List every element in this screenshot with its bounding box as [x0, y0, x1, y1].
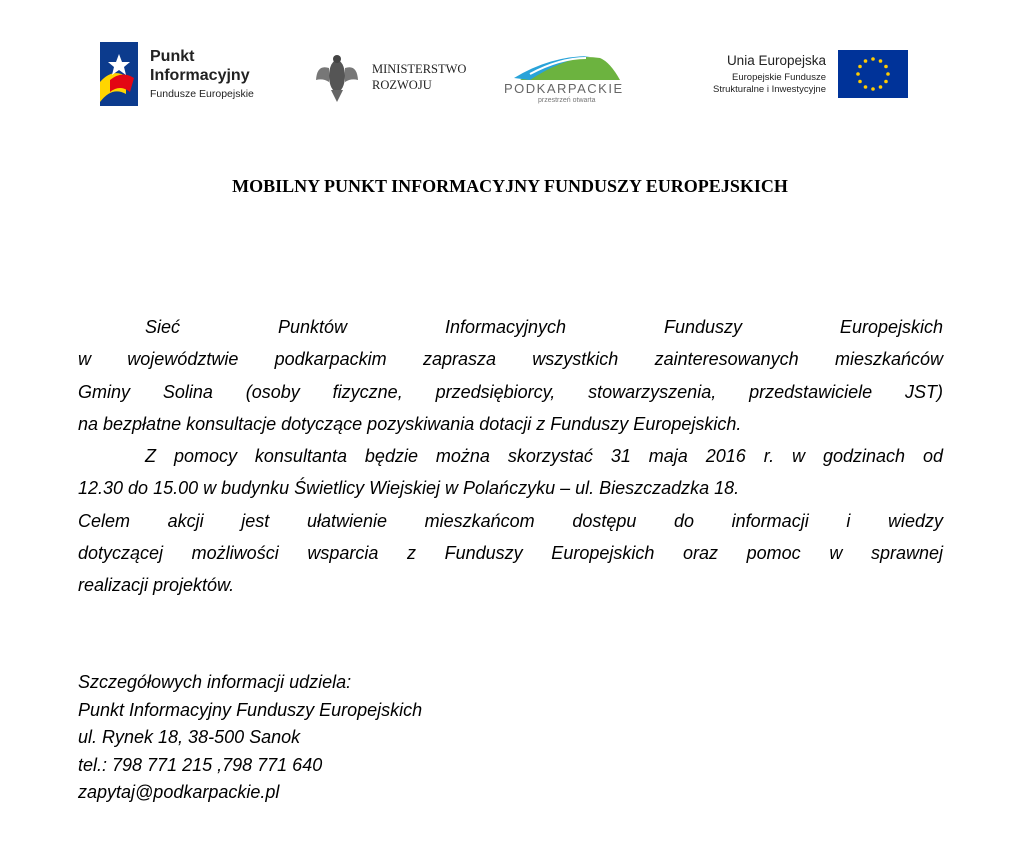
eu-star	[884, 64, 888, 69]
podkarpackie-hills-icon	[514, 56, 620, 80]
ue-line3: Strukturalne i Inwestycyjne	[713, 84, 826, 95]
eu-star	[863, 85, 868, 89]
body-line: 12.30 do 15.00 w budynku Świetlicy Wiejs…	[78, 478, 740, 499]
eagle-emblem-icon	[316, 55, 358, 102]
body-line: Celem akcji jest ułatwienie mieszkańcom …	[78, 510, 943, 531]
eu-star	[884, 79, 888, 84]
podkarpackie-name: PODKARPACKIE	[504, 81, 624, 96]
eu-star	[886, 72, 890, 76]
logo-unia-europejska: Unia Europejska Europejskie Fundusze Str…	[680, 50, 910, 100]
eu-star	[871, 57, 875, 61]
ue-line2: Europejskie Fundusze	[732, 72, 826, 83]
contact-email[interactable]: zapytaj@podkarpackie.pl	[78, 782, 280, 802]
logo-podkarpackie: PODKARPACKIE przestrzeń otwarta	[500, 52, 640, 106]
eu-star	[858, 79, 862, 84]
punkt-line1: Punkt	[150, 48, 195, 65]
eu-flag-icon	[838, 50, 908, 98]
eu-star	[858, 64, 862, 69]
body-line: realizacji projektów.	[78, 575, 235, 596]
podkarpackie-tagline: przestrzeń otwarta	[538, 97, 596, 104]
body-line: Gminy Solina (osoby fizyczne, przedsiębi…	[78, 381, 943, 402]
eu-star	[856, 72, 860, 76]
announcement-body: Sieć Punktów Informacyjnych Funduszy Eur…	[78, 314, 943, 605]
contact-info: Szczegółowych informacji udziela: Punkt …	[78, 670, 422, 808]
ue-line1: Unia Europejska	[726, 53, 826, 68]
eu-star	[871, 87, 875, 91]
body-line: w województwie podkarpackim zaprasza wsz…	[78, 349, 943, 370]
contact-heading: Szczegółowych informacji udziela:	[78, 672, 352, 692]
contact-phone: tel.: 798 771 215 ,798 771 640	[78, 754, 323, 775]
body-line: Sieć Punktów Informacyjnych Funduszy Eur…	[145, 317, 943, 337]
eu-star	[863, 59, 868, 63]
body-line: na bezpłatne konsultacje dotyczące pozys…	[78, 413, 742, 434]
contact-org: Punkt Informacyjny Funduszy Europejskich	[78, 699, 423, 720]
ministerstwo-line2: ROZWOJU	[372, 78, 432, 92]
logo-ministerstwo-rozwoju: MINISTERSTWO ROZWOJU	[315, 50, 485, 105]
fundusze-europejskie-icon	[100, 42, 138, 106]
body-line: Z pomocy konsultanta będzie można skorzy…	[145, 446, 943, 467]
eu-star	[878, 85, 883, 89]
page-title: MOBILNY PUNKT INFORMACYJNY FUNDUSZY EURO…	[232, 176, 788, 196]
ministerstwo-line1: MINISTERSTWO	[372, 62, 467, 76]
contact-address: ul. Rynek 18, 38-500 Sanok	[78, 727, 301, 747]
punkt-line3: Fundusze Europejskie	[150, 88, 254, 100]
punkt-line2: Informacyjny	[150, 67, 250, 84]
body-line: dotyczącej możliwości wsparcia z Fundusz…	[78, 543, 943, 564]
logo-punkt-informacyjny: Punkt Informacyjny Fundusze Europejskie	[100, 42, 270, 106]
eu-star	[878, 59, 883, 63]
